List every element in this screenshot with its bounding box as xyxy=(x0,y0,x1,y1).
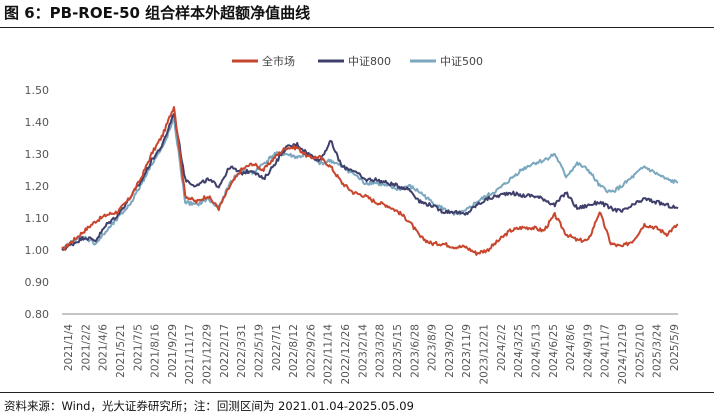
x-tick-label: 2023/6/28 xyxy=(409,324,421,378)
x-tick-label: 2021/12/29 xyxy=(202,324,214,385)
y-tick-label: 1.30 xyxy=(25,148,50,161)
x-tick-label: 2021/7/5 xyxy=(132,324,144,371)
x-tick-label: 2021/4/6 xyxy=(98,324,110,371)
x-tick-label: 2022/2/17 xyxy=(219,324,231,378)
x-tick-label: 2025/5/9 xyxy=(669,324,681,371)
x-tick-label: 2022/7/1 xyxy=(271,324,283,371)
x-tick-label: 2024/3/25 xyxy=(513,324,525,378)
y-tick-label: 1.10 xyxy=(25,212,50,225)
x-tick-label: 2023/9/20 xyxy=(444,324,456,378)
chart-title: 图 6：PB-ROE-50 组合样本外超额净值曲线 xyxy=(4,4,311,22)
x-tick-label: 2024/5/13 xyxy=(530,324,542,378)
x-tick-label: 2024/6/25 xyxy=(548,324,560,378)
x-tick-label: 2023/2/14 xyxy=(357,324,369,378)
series-line-2 xyxy=(61,116,679,250)
title-divider xyxy=(0,27,714,28)
x-tick-label: 2024/8/6 xyxy=(565,324,577,371)
x-tick-label: 2023/12/21 xyxy=(479,324,491,385)
x-tick-label: 2021/2/2 xyxy=(80,324,92,371)
source-note: 资料来源：Wind，光大证券研究所；注：回测区间为 2021.01.04-202… xyxy=(4,399,414,413)
x-tick-label: 2021/9/29 xyxy=(167,324,179,378)
x-tick-label: 2022/3/31 xyxy=(236,324,248,378)
x-tick-label: 2023/5/15 xyxy=(392,324,404,378)
x-tick-label: 2023/3/28 xyxy=(375,324,387,378)
x-tick-label: 2024/12/19 xyxy=(617,324,629,385)
x-tick-label: 2022/12/26 xyxy=(340,324,352,385)
line-chart: 0.80 0.90 1.00 1.10 1.20 1.30 1.40 1.50 2021/1/4… xyxy=(25,54,682,385)
legend-label: 中证500 xyxy=(440,55,483,68)
x-tick-label: 2023/8/9 xyxy=(427,324,439,371)
x-tick-label: 2022/8/12 xyxy=(288,324,300,378)
y-tick-label: 1.00 xyxy=(25,244,50,257)
y-tick-label: 1.50 xyxy=(25,84,50,97)
x-tick-label: 2021/11/17 xyxy=(184,324,196,385)
y-tick-label: 1.20 xyxy=(25,180,50,193)
y-tick-label: 0.80 xyxy=(25,308,50,321)
x-tick-label: 2025/2/10 xyxy=(634,324,646,378)
legend-label: 中证800 xyxy=(348,55,391,68)
x-tick-label: 2024/2/2 xyxy=(496,324,508,371)
series-line-0 xyxy=(61,106,679,256)
x-tick-label: 2022/5/19 xyxy=(253,324,265,378)
x-tick-label: 2022/11/14 xyxy=(323,324,335,385)
x-tick-label: 2021/5/21 xyxy=(115,324,127,378)
y-tick-label: 0.90 xyxy=(25,276,50,289)
series-line-1 xyxy=(61,113,679,251)
legend-label: 全市场 xyxy=(262,54,295,68)
x-tick-label: 2025/3/24 xyxy=(652,324,664,378)
x-tick-label: 2024/9/19 xyxy=(582,324,594,378)
x-tick-label: 2022/9/26 xyxy=(305,324,317,378)
x-tick-label: 2021/1/4 xyxy=(63,324,75,371)
x-tick-label: 2023/11/9 xyxy=(461,324,473,378)
y-tick-label: 1.40 xyxy=(25,116,50,129)
x-tick-label: 2024/11/7 xyxy=(600,324,612,378)
footer-divider xyxy=(0,392,714,393)
x-tick-label: 2021/8/16 xyxy=(150,324,162,378)
